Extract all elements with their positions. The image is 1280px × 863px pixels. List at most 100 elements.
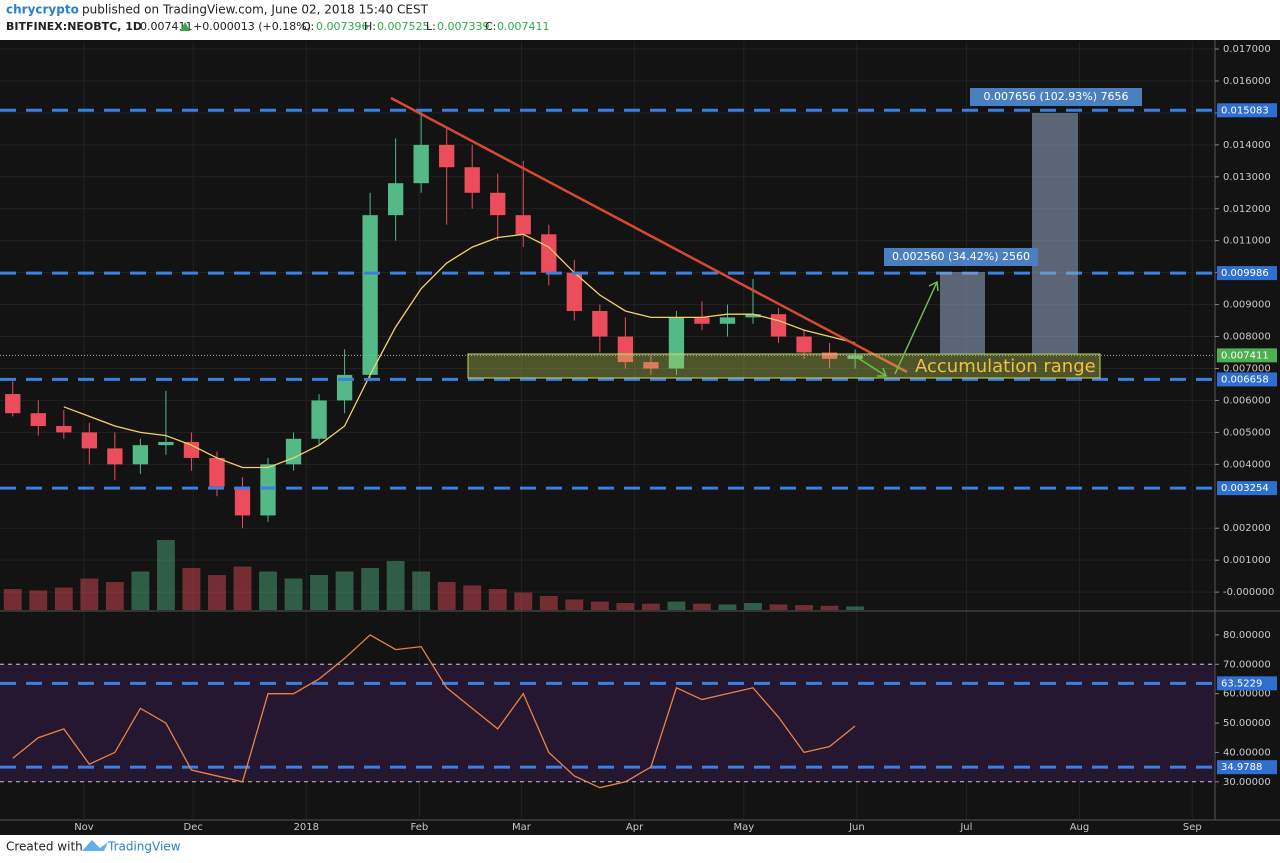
- candle-body: [592, 310, 608, 337]
- rsi-tick-label: 30.00000: [1223, 777, 1271, 788]
- volume-bar: [3, 589, 22, 610]
- y-tick-label: 0.016000: [1223, 76, 1271, 87]
- rsi-line: [12, 634, 856, 789]
- candle-body: [5, 394, 21, 414]
- volume-bar: [795, 605, 813, 610]
- current-label: 0.007411: [1221, 350, 1269, 361]
- last: 0.007411: [140, 20, 193, 33]
- rsi-tick-label: 70.00000: [1223, 659, 1271, 670]
- volume-bar: [488, 589, 507, 610]
- candle-body: [796, 336, 812, 353]
- rsi-tick-label: 40.00000: [1223, 747, 1271, 758]
- arrow: [857, 357, 887, 377]
- y-tick-label: 0.008000: [1223, 332, 1271, 343]
- y-tick-label: 0.007000: [1223, 363, 1271, 374]
- c-label: C:: [485, 20, 496, 33]
- up-arrow: [180, 22, 190, 31]
- volume-bar: [54, 587, 73, 610]
- level-label: 0.009986: [1221, 268, 1269, 279]
- candle-body: [336, 374, 353, 401]
- volume-bar: [769, 604, 788, 610]
- volume-bar: [105, 582, 124, 610]
- published: published on TradingView.com, June 02, 2…: [82, 3, 429, 17]
- volume-bar: [463, 585, 482, 610]
- volume-bar: [565, 599, 584, 610]
- low: 0.007339: [437, 20, 490, 33]
- candle-body: [643, 362, 659, 369]
- candle-body: [362, 215, 378, 375]
- y-tick-label: 0.017000: [1223, 44, 1271, 55]
- candle-body: [107, 448, 123, 465]
- candle-body: [56, 425, 72, 433]
- candle-body: [387, 183, 404, 216]
- volume-bar: [284, 578, 303, 610]
- volume-bar: [156, 540, 175, 610]
- moving-average: [63, 233, 856, 469]
- volume-bar: [386, 561, 405, 610]
- level-label-bg: [1217, 676, 1277, 691]
- candle-body: [311, 400, 327, 439]
- candle-body: [158, 441, 174, 446]
- rsi-tick-label: 80.00000: [1223, 630, 1271, 641]
- candle-body: [81, 432, 97, 449]
- y-tick-label: 0.012000: [1223, 204, 1271, 215]
- volume-bar: [641, 603, 660, 610]
- trendline: [390, 96, 908, 374]
- measure-label: 0.007656 (102.93%) 7656: [984, 90, 1129, 103]
- measure-label-bg: [884, 248, 1038, 266]
- candle-body: [183, 441, 200, 458]
- volume-bar: [693, 603, 711, 610]
- volume-bar: [820, 605, 839, 610]
- current-label-bg: [1217, 348, 1277, 363]
- volume-bar: [846, 606, 865, 610]
- candle-body: [770, 314, 787, 337]
- high: 0.007525: [377, 20, 430, 33]
- arrow: [894, 281, 938, 375]
- volume-bar: [310, 575, 328, 610]
- volume-bar: [590, 601, 609, 610]
- x-tick-label: Feb: [411, 822, 429, 833]
- x-tick-label: Nov: [74, 822, 94, 833]
- l-label: L:: [426, 20, 436, 33]
- volume-bar: [744, 603, 762, 610]
- candle-body: [209, 457, 225, 487]
- candle-body: [821, 352, 838, 359]
- author[interactable]: chrycrypto: [6, 3, 79, 17]
- volume-bar: [208, 575, 226, 610]
- level-label-bg: [1217, 481, 1277, 496]
- level-label: 34.9788: [1221, 762, 1262, 773]
- candle-body: [260, 464, 276, 516]
- x-tick-label: May: [733, 822, 754, 833]
- volume-bar: [412, 571, 431, 610]
- change: +0.000013 (+0.18%): [193, 20, 311, 33]
- y-tick-label: 0.002000: [1223, 523, 1271, 534]
- measure-box: [940, 272, 985, 354]
- candle-body: [719, 317, 736, 324]
- x-tick-label: Jul: [959, 822, 972, 833]
- x-tick-label: 2018: [294, 822, 319, 833]
- footer-brand[interactable]: TradingView: [107, 840, 181, 854]
- arrow-head: [877, 367, 888, 377]
- rsi-tick-label: 60.00000: [1223, 689, 1271, 700]
- level-label-bg: [1217, 266, 1277, 281]
- volume-bar: [335, 571, 354, 610]
- level-label: 63.5229: [1221, 678, 1262, 689]
- y-tick-label: 0.013000: [1223, 172, 1271, 183]
- annotation: Accumulation range: [915, 356, 1096, 377]
- footer-bg: [0, 835, 1280, 863]
- measure-label: 0.002560 (34.42%) 2560: [892, 250, 1030, 263]
- candle-body: [439, 144, 455, 168]
- x-tick-label: Mar: [512, 822, 532, 833]
- level-label-bg: [1217, 372, 1277, 387]
- header-bg: [0, 0, 1280, 40]
- x-tick-label: Aug: [1070, 822, 1090, 833]
- accumulation-box: [467, 353, 1101, 379]
- candle-body: [234, 486, 251, 516]
- volume-bar: [361, 568, 380, 610]
- y-tick-label: 0.011000: [1223, 236, 1271, 247]
- y-tick-label: 0.004000: [1223, 459, 1271, 470]
- level-label-bg: [1217, 103, 1277, 118]
- x-tick-label: Apr: [626, 822, 644, 833]
- x-tick-label: Sep: [1183, 822, 1202, 833]
